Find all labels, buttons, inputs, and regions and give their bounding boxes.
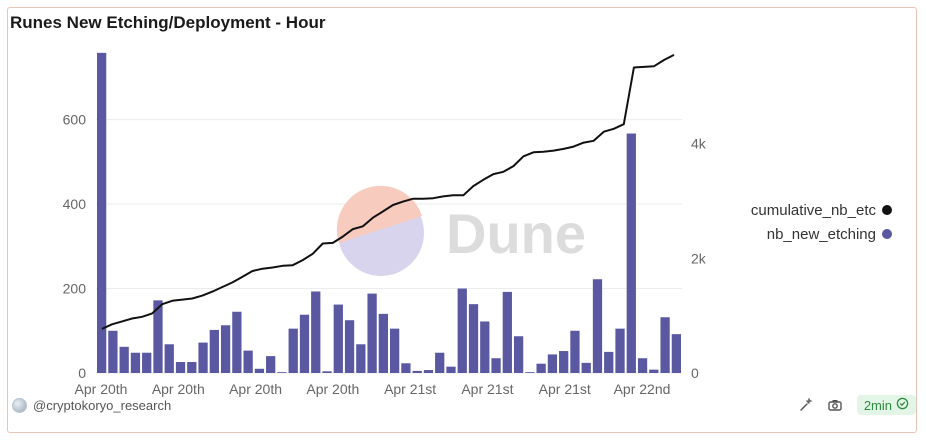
bar bbox=[198, 342, 208, 373]
bar bbox=[525, 372, 535, 373]
cumulative-line bbox=[101, 54, 675, 330]
check-circle-icon bbox=[896, 397, 909, 413]
bar bbox=[97, 52, 107, 374]
bar bbox=[333, 304, 343, 373]
y-left-tick-label: 200 bbox=[63, 281, 87, 297]
bar bbox=[491, 358, 501, 373]
bar bbox=[311, 291, 321, 373]
bar bbox=[570, 330, 580, 373]
bar bbox=[468, 304, 479, 373]
bar bbox=[322, 371, 332, 373]
y-right-tick-label: 4k bbox=[691, 136, 707, 152]
bar bbox=[232, 311, 242, 373]
bar bbox=[277, 372, 287, 373]
x-tick-label: Apr 21st bbox=[384, 381, 436, 397]
bar bbox=[401, 363, 411, 373]
bar bbox=[378, 313, 388, 373]
bar bbox=[649, 369, 659, 373]
bar bbox=[344, 320, 355, 373]
bar bbox=[130, 352, 141, 373]
bar bbox=[266, 356, 276, 373]
x-tick-label: Apr 20th bbox=[229, 381, 282, 397]
bar bbox=[142, 352, 152, 373]
author-avatar bbox=[12, 398, 27, 413]
bar bbox=[356, 344, 366, 373]
x-tick-label: Apr 22nd bbox=[614, 381, 671, 397]
camera-icon[interactable] bbox=[827, 397, 843, 413]
bar bbox=[592, 279, 603, 373]
footer-actions: 2min bbox=[797, 395, 916, 415]
x-tick-label: Apr 21st bbox=[539, 381, 591, 397]
bar bbox=[108, 330, 118, 373]
bar bbox=[119, 346, 129, 373]
bar bbox=[164, 344, 174, 373]
bar bbox=[536, 363, 546, 373]
y-left-tick-label: 0 bbox=[78, 365, 86, 381]
bar bbox=[547, 354, 558, 373]
bar bbox=[153, 300, 163, 373]
bar bbox=[559, 351, 569, 373]
bar bbox=[209, 329, 219, 373]
y-right-tick-label: 2k bbox=[691, 250, 707, 266]
legend-label: cumulative_nb_etc bbox=[751, 202, 877, 219]
legend-swatch bbox=[882, 205, 892, 215]
bar bbox=[446, 366, 456, 373]
bar bbox=[243, 350, 253, 373]
bar bbox=[502, 291, 512, 373]
bar bbox=[637, 358, 648, 373]
bar bbox=[254, 368, 265, 373]
chart-title: Runes New Etching/Deployment - Hour bbox=[10, 13, 326, 32]
x-tick-label: Apr 20th bbox=[306, 381, 359, 397]
bar bbox=[390, 328, 400, 373]
bar bbox=[220, 325, 231, 373]
bar bbox=[581, 362, 591, 373]
bar bbox=[423, 370, 434, 373]
legend-swatch bbox=[882, 229, 892, 239]
x-tick-label: Apr 20th bbox=[75, 381, 128, 397]
dune-logo-text: Dune bbox=[446, 202, 586, 265]
bar bbox=[615, 328, 625, 373]
legend-label: nb_new_etching bbox=[767, 226, 876, 243]
bar bbox=[187, 362, 197, 373]
bar bbox=[367, 293, 377, 373]
y-right-tick-label: 0 bbox=[691, 365, 699, 381]
refresh-age-text: 2min bbox=[863, 397, 892, 413]
bar bbox=[457, 288, 467, 373]
refresh-age-badge: 2min bbox=[856, 395, 916, 415]
bar bbox=[660, 317, 670, 373]
bar bbox=[299, 314, 310, 373]
x-tick-label: Apr 20th bbox=[152, 381, 205, 397]
bar bbox=[175, 362, 186, 373]
bar bbox=[412, 370, 422, 373]
x-tick-label: Apr 21st bbox=[461, 381, 513, 397]
wand-icon[interactable] bbox=[797, 397, 813, 413]
bar bbox=[671, 334, 681, 373]
author-attribution[interactable]: @cryptokoryo_research bbox=[12, 398, 171, 413]
bar bbox=[513, 336, 524, 373]
y-left-tick-label: 400 bbox=[63, 196, 87, 212]
author-name: @cryptokoryo_research bbox=[33, 398, 172, 413]
bar bbox=[435, 352, 445, 373]
bar bbox=[480, 321, 490, 373]
bar bbox=[604, 351, 614, 373]
bar bbox=[626, 133, 636, 373]
dune-watermark: Dune bbox=[336, 185, 586, 276]
bar bbox=[288, 328, 298, 373]
y-left-tick-label: 600 bbox=[63, 112, 87, 128]
